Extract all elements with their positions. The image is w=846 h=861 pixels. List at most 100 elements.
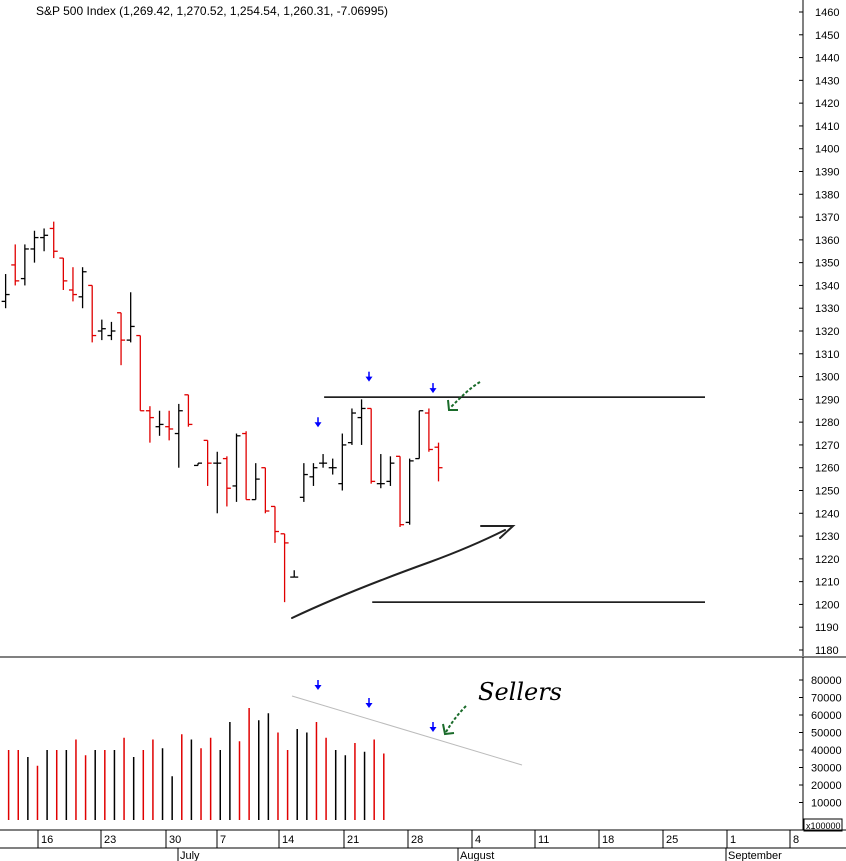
price-tick-label: 1280 — [815, 417, 839, 429]
ohlc-bar — [338, 433, 347, 491]
ohlc-bar — [107, 321, 116, 341]
volume-tick-label: 40000 — [811, 745, 842, 757]
price-tick-label: 1350 — [815, 258, 839, 270]
price-tick-label: 1410 — [815, 121, 839, 133]
price-tick-label: 1380 — [815, 189, 839, 201]
ohlc-bar — [290, 570, 299, 578]
price-tick-label: 1250 — [815, 486, 839, 498]
ohlc-bar — [136, 334, 145, 412]
day-label: 14 — [282, 834, 294, 846]
ohlc-bar — [347, 408, 356, 445]
ohlc-bar — [30, 230, 39, 263]
volume-panel: 80000 70000 60000 50000 40000 30000 20000 10000… — [7, 657, 843, 832]
price-tick-label: 1260 — [815, 463, 839, 475]
day-label: 4 — [475, 834, 481, 846]
signal-down-arrow — [314, 417, 322, 428]
price-tick-label: 1320 — [815, 326, 839, 338]
price-tick-label: 1180 — [815, 645, 839, 657]
ohlc-bar — [328, 458, 337, 475]
volume-trendline — [291, 695, 523, 766]
hand-drawn-trend-arrow — [291, 529, 506, 619]
price-tick-label: 1190 — [815, 622, 839, 634]
signal-down-arrow — [429, 722, 437, 732]
ohlc-bar — [155, 410, 164, 436]
ohlc-bar — [405, 458, 414, 525]
ohlc-bar — [184, 394, 193, 427]
price-tick-label: 1270 — [815, 440, 839, 452]
ohlc-bar — [59, 257, 68, 290]
date-axis: 16 23 30 7 14 21 28 4 11 18 25 1 8 July August Septemb… — [0, 829, 846, 861]
ohlc-bar — [165, 410, 174, 441]
volume-tick-label: 20000 — [811, 780, 842, 792]
ohlc-bar — [78, 267, 87, 309]
day-label: 16 — [41, 834, 53, 846]
ohlc-bar — [126, 292, 135, 343]
ohlc-bar — [11, 244, 20, 286]
ohlc-bar — [232, 433, 241, 502]
ohlc-bar — [174, 403, 183, 468]
green-volume-arrow — [445, 705, 467, 733]
ohlc-bar — [357, 399, 366, 445]
price-tick-label: 1420 — [815, 98, 839, 110]
green-hand-arrowhead — [447, 399, 458, 411]
price-tick-label: 1460 — [815, 7, 839, 19]
signal-down-arrow — [365, 698, 373, 708]
ohlc-bar — [97, 319, 106, 341]
day-label: 11 — [538, 834, 549, 846]
ohlc-bar — [213, 451, 222, 514]
day-label: 30 — [169, 834, 181, 846]
price-tick-label: 1330 — [815, 303, 839, 315]
signal-down-arrow — [314, 680, 322, 690]
month-label: August — [460, 850, 494, 861]
volume-tick-label: 10000 — [811, 798, 842, 810]
price-signal-arrows — [314, 371, 437, 428]
month-label: September — [728, 850, 782, 861]
day-label: 23 — [104, 834, 116, 846]
volume-signal-arrows — [314, 680, 437, 732]
volume-tick-label: 60000 — [811, 710, 842, 722]
price-tick-label: 1340 — [815, 280, 839, 292]
price-y-axis: 1460 1450 1440 1430 1420 1410 1400 1390 1380 1370… — [799, 0, 839, 657]
hand-drawn-arrowhead — [480, 525, 516, 539]
price-tick-label: 1240 — [815, 508, 839, 520]
price-tick-label: 1200 — [815, 599, 839, 611]
ohlc-bar — [309, 463, 318, 486]
price-tick-label: 1370 — [815, 212, 839, 224]
ohlc-bar — [319, 454, 328, 468]
day-label: 7 — [220, 834, 226, 846]
day-label: 21 — [347, 834, 359, 846]
price-panel: 1460 1450 1440 1430 1420 1410 1400 1390 1380 1370… — [1, 0, 839, 657]
ohlc-bar — [1, 274, 10, 309]
day-label: 25 — [666, 834, 678, 846]
ohlc-bar — [222, 456, 231, 507]
ohlc-bar — [280, 533, 289, 603]
chart-title: S&P 500 Index (1,269.42, 1,270.52, 1,254… — [36, 4, 388, 18]
volume-tick-label: 50000 — [811, 728, 842, 740]
volume-bars — [7, 708, 385, 820]
ohlc-bar — [396, 455, 405, 527]
price-tick-label: 1210 — [815, 577, 839, 589]
ohlc-bar — [49, 221, 58, 259]
ohlc-bar — [261, 467, 270, 514]
volume-unit-label: x100000 — [806, 821, 841, 831]
price-tick-label: 1430 — [815, 75, 839, 87]
ohlc-bar — [251, 463, 260, 501]
price-tick-label: 1230 — [815, 531, 839, 543]
ohlc-bar — [367, 407, 376, 484]
green-volume-arrowhead — [442, 723, 455, 736]
price-bars — [1, 221, 443, 603]
price-tick-label: 1390 — [815, 167, 839, 179]
volume-y-axis: 80000 70000 60000 50000 40000 30000 20000 10000 — [799, 675, 842, 810]
price-tick-label: 1290 — [815, 394, 839, 406]
month-label: July — [180, 850, 200, 861]
ohlc-bar — [434, 442, 443, 482]
volume-tick-label: 80000 — [811, 675, 842, 687]
price-tick-label: 1360 — [815, 235, 839, 247]
volume-tick-label: 70000 — [811, 693, 842, 705]
ohlc-bar — [386, 456, 395, 486]
price-tick-label: 1300 — [815, 372, 839, 384]
day-label: 28 — [411, 834, 423, 846]
ohlc-bar — [145, 406, 154, 443]
ohlc-bar — [40, 228, 49, 252]
